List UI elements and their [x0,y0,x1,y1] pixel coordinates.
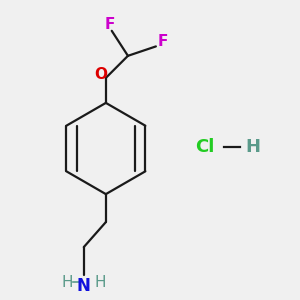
Text: Cl: Cl [195,138,214,156]
Text: H: H [62,275,74,290]
Text: H: H [94,275,106,290]
Text: F: F [157,34,167,49]
Text: H: H [245,138,260,156]
Text: O: O [94,67,107,82]
Text: F: F [104,17,115,32]
Text: N: N [77,277,91,295]
